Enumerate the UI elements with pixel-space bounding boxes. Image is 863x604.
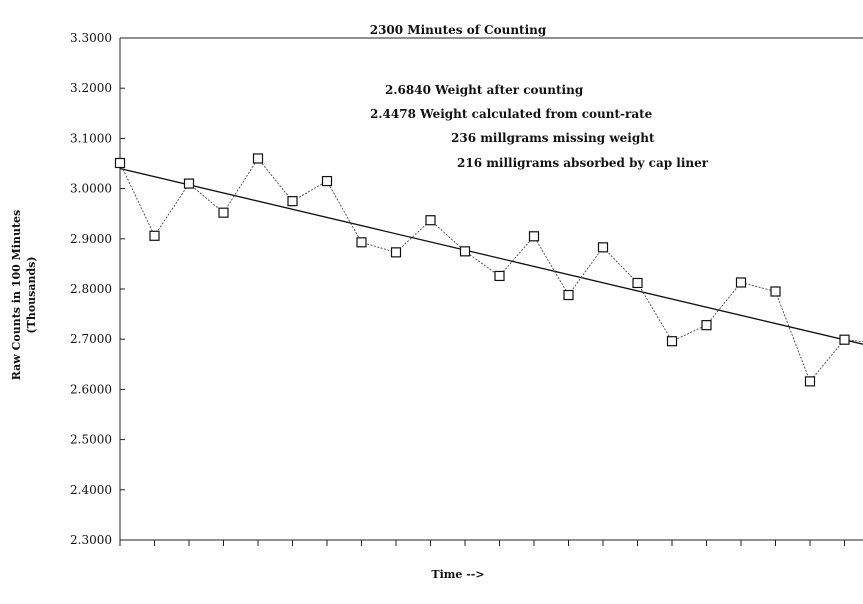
data-point-marker [356, 237, 367, 248]
y-tick-label: 3.2000 [70, 81, 112, 95]
data-point-marker [528, 231, 540, 242]
data-point-marker [218, 207, 229, 218]
annotation-cap-liner: 216 milligrams absorbed by cap liner [457, 156, 709, 170]
chart-subtitle: 2300 Minutes of Counting [370, 23, 547, 37]
annotation-missing-weight: 236 millgrams missing weight [451, 131, 655, 145]
data-point-marker [735, 277, 747, 288]
y-tick-label: 2.9000 [70, 232, 112, 246]
y-tick-label: 2.4000 [70, 483, 112, 497]
data-point-marker [149, 230, 160, 241]
y-tick-label: 2.6000 [70, 382, 112, 396]
series-line [119, 157, 863, 383]
annotation-weight-after: 2.6840 Weight after counting [385, 83, 584, 97]
y-tick-label: 2.8000 [70, 282, 112, 296]
x-axis [119, 37, 863, 546]
data-point-marker [390, 247, 402, 258]
data-point-marker [632, 277, 643, 289]
data-point-marker [459, 246, 471, 257]
data-point-marker [839, 334, 850, 345]
data-point-marker [701, 320, 712, 331]
annotation-weight-calculated: 2.4478 Weight calculated from count-rate [370, 107, 653, 121]
trend-line [119, 167, 863, 345]
data-point-marker [425, 215, 436, 226]
y-tick-label: 3.1000 [70, 131, 112, 145]
data-point-marker [563, 289, 574, 301]
y-axis-title-line1: Raw Counts in 100 Minutes [10, 210, 23, 380]
data-point-marker [114, 157, 126, 169]
y-tick-label: 3.0000 [70, 182, 112, 196]
data-point-marker [804, 376, 816, 387]
y-tick-label: 3.3000 [70, 31, 112, 45]
data-point-marker [183, 178, 195, 189]
x-axis-title: Time --> [431, 568, 484, 581]
trend-line-group [119, 167, 863, 345]
data-point-marker [770, 286, 781, 297]
y-tick-label: 2.7000 [70, 332, 112, 346]
data-point-marker [666, 336, 678, 347]
data-point-marker [494, 270, 505, 282]
y-axis: 2.3000 2.4000 2.5000 2.6000 2.7000 2.8000 2.90… [70, 31, 125, 547]
data-point-marker [252, 153, 264, 164]
data-point-marker [597, 242, 609, 253]
data-series-group [114, 153, 863, 387]
y-tick-label: 2.3000 [70, 533, 112, 547]
data-point-marker [287, 196, 298, 207]
data-point-marker [321, 175, 333, 187]
y-tick-label: 2.5000 [70, 433, 112, 447]
y-axis-title-line2: (Thousands) [25, 256, 38, 333]
